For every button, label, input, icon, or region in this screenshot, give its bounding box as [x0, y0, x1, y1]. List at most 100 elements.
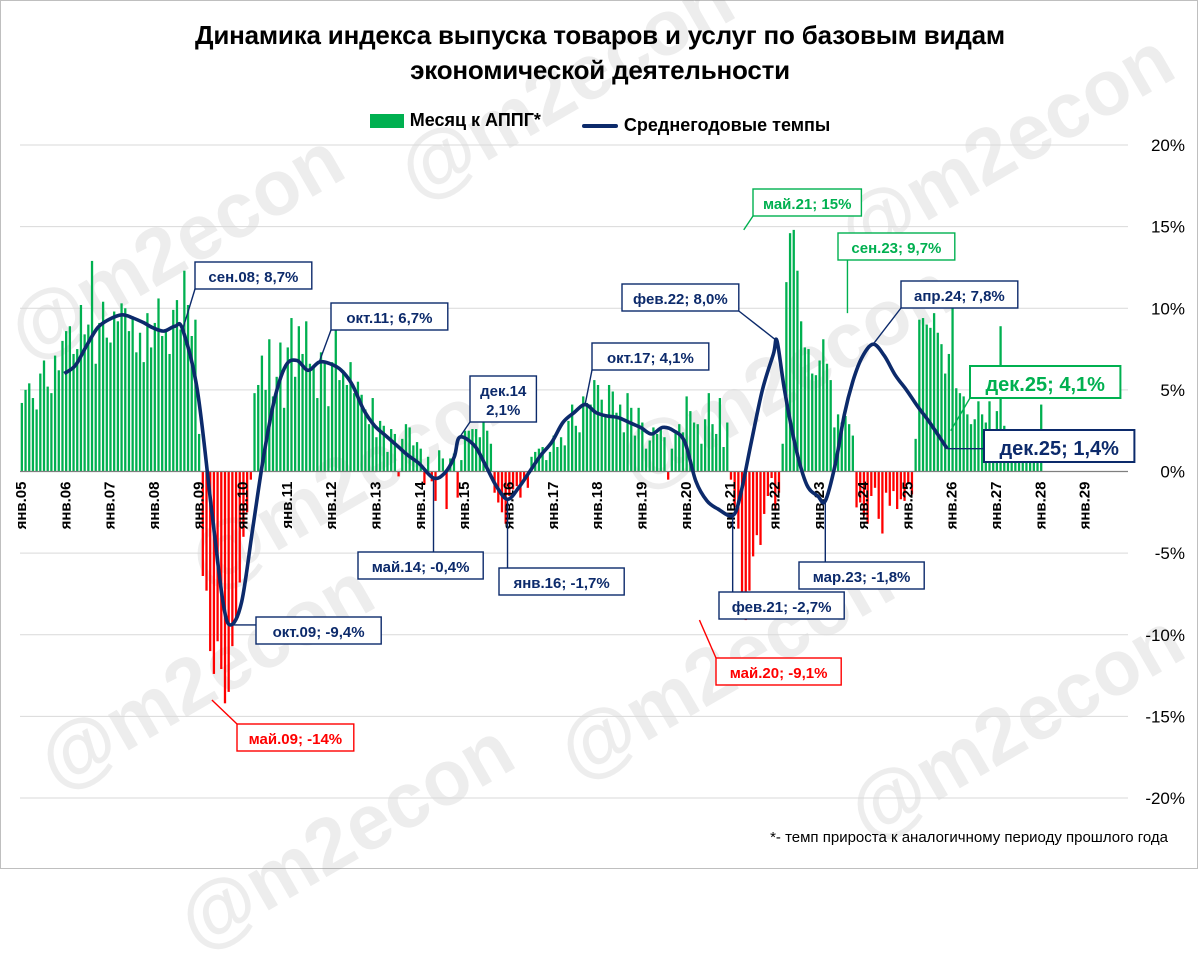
bar — [674, 430, 677, 472]
annotation-box — [498, 567, 625, 596]
y-tick-label: 15% — [1151, 218, 1185, 237]
bar — [925, 324, 928, 472]
bar — [774, 471, 777, 510]
bar — [242, 471, 245, 537]
bar — [641, 422, 644, 472]
bar — [659, 429, 662, 472]
bar — [733, 471, 736, 508]
annotation-box — [969, 365, 1122, 399]
annotation-box — [621, 283, 740, 312]
bar — [445, 471, 448, 510]
bar — [415, 442, 419, 472]
bar — [870, 471, 873, 496]
bar — [803, 347, 806, 472]
bar — [308, 363, 312, 472]
x-tick-label: янв.15 — [456, 482, 473, 530]
bar — [523, 471, 526, 480]
bar — [179, 329, 182, 472]
x-tick-label: янв.24 — [855, 481, 872, 530]
bar — [678, 424, 681, 472]
bar — [20, 402, 23, 472]
bar — [574, 425, 577, 472]
x-tick-label: янв.27 — [988, 482, 1005, 530]
annotation-box — [752, 188, 863, 217]
bar — [101, 301, 105, 472]
annotation-box — [837, 232, 956, 261]
bar — [42, 360, 46, 472]
bar — [79, 304, 83, 472]
annotation-box — [983, 429, 1136, 463]
bar — [109, 342, 112, 472]
bar — [28, 383, 31, 472]
annotation-label: окт.17; 4,1% — [607, 350, 694, 367]
annotation-leader — [584, 369, 593, 405]
bar — [87, 324, 90, 472]
bar — [884, 471, 888, 493]
bar — [282, 407, 286, 472]
bar — [715, 433, 718, 472]
bar — [511, 471, 515, 490]
bar — [563, 445, 566, 472]
annotation-label: окт.11; 6,7% — [346, 310, 432, 327]
bar — [46, 386, 49, 472]
bar — [382, 425, 385, 472]
bar — [426, 456, 430, 472]
bar — [670, 448, 674, 472]
bar — [892, 471, 895, 492]
bar — [663, 437, 666, 472]
bar — [644, 448, 648, 472]
annotation-box — [236, 723, 355, 752]
chart-title: Динамика индекса выпуска товаров и услуг… — [0, 18, 1200, 88]
bar — [72, 353, 75, 472]
bar — [24, 389, 27, 472]
bar — [877, 471, 880, 519]
bar — [327, 406, 330, 472]
bar — [530, 456, 533, 472]
bar — [711, 424, 714, 472]
bar — [667, 471, 670, 480]
bar — [947, 353, 951, 472]
bar — [482, 404, 485, 472]
bar — [807, 349, 810, 472]
bar — [567, 420, 570, 472]
bar — [811, 373, 814, 472]
bar — [342, 370, 345, 472]
x-tick-label: янв.06 — [57, 482, 74, 530]
y-tick-label: -5% — [1155, 544, 1185, 563]
bar — [969, 424, 973, 472]
bar — [116, 321, 120, 472]
bar — [552, 435, 555, 472]
bar — [249, 471, 252, 480]
bar — [220, 471, 223, 670]
bar — [648, 440, 651, 472]
x-tick-label: янв.17 — [545, 482, 562, 530]
bar — [788, 233, 792, 472]
bar — [124, 308, 127, 472]
bar — [729, 471, 733, 480]
annotation-label: окт.09; -9,4% — [273, 624, 365, 641]
bar — [541, 447, 544, 472]
annotation-label: сен.08; 8,7% — [208, 269, 298, 286]
annotation-box — [194, 261, 313, 290]
bar — [914, 438, 917, 472]
bar — [253, 393, 256, 472]
bar — [796, 270, 799, 472]
bar — [98, 322, 101, 472]
bar — [489, 443, 493, 472]
bar — [929, 327, 932, 472]
bar — [655, 433, 659, 472]
chart-svg: 20% 15% 10% 5% 0% -5% -10% -15% -20% янв.05 янв.06… — [13, 136, 1185, 808]
legend-label-line: Среднегодовые темпы — [623, 115, 831, 135]
bar — [401, 438, 404, 472]
bar — [378, 420, 382, 472]
bar — [707, 393, 710, 472]
x-tick-label: янв.14 — [412, 481, 429, 530]
bar — [305, 321, 308, 472]
bar — [785, 282, 788, 472]
bar — [748, 471, 751, 591]
annotation-label: май.21; 15% — [763, 196, 852, 213]
bar — [962, 396, 965, 472]
annotation-leader — [950, 397, 971, 432]
annotation-label: 2,1% — [486, 402, 520, 419]
bar — [600, 399, 603, 472]
